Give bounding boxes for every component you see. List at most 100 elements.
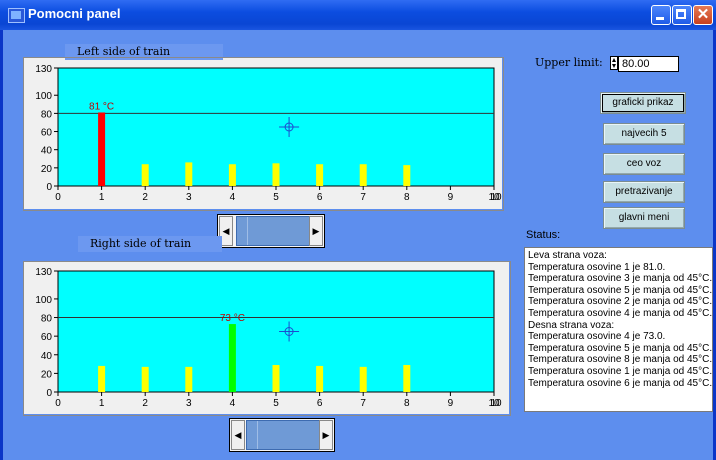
- y-tick-label: 100: [35, 295, 52, 306]
- upper-limit-input[interactable]: 80.00: [618, 56, 679, 72]
- status-line: Temperatura osovine 2 je manja od 45°C.: [528, 296, 713, 308]
- status-line: Temperatura osovine 5 je manja od 45°C.: [528, 284, 713, 296]
- status-line: Leva strana voza:: [528, 250, 607, 261]
- x-tick-label: 3: [186, 398, 192, 409]
- y-tick-label: 0: [46, 182, 52, 193]
- bar: [185, 366, 193, 392]
- x-tick-label: 8: [404, 192, 410, 203]
- x-end-label: 10: [490, 192, 502, 203]
- bar: [316, 164, 324, 186]
- y-tick-label: 0: [46, 388, 52, 399]
- crosshair-icon: [284, 122, 294, 132]
- status-line: Temperatura osovine 8 je manja od 45°C.: [528, 354, 713, 366]
- crosshair-icon: [284, 327, 294, 336]
- left-chart-scrollbar[interactable]: ◀ ▶: [217, 214, 325, 248]
- bar: [403, 365, 411, 392]
- close-button[interactable]: ✕: [693, 5, 713, 25]
- x-tick-label: 6: [317, 192, 323, 203]
- bar-value-label: 73 °C: [220, 313, 245, 324]
- x-tick-label: 1: [99, 398, 105, 409]
- x-tick-label: 2: [142, 398, 148, 409]
- x-tick-label: 9: [448, 192, 454, 203]
- maximize-icon: [676, 9, 686, 19]
- bar: [359, 366, 367, 392]
- x-tick-label: 9: [448, 398, 454, 409]
- scroll-left-arrow-icon[interactable]: ◀: [231, 420, 245, 450]
- status-line: Desna strana voza:: [528, 319, 615, 331]
- spin-up-icon[interactable]: [612, 58, 616, 62]
- x-tick-label: 1: [99, 192, 105, 203]
- bar: [185, 162, 193, 186]
- title-bar[interactable]: Pomocni panel ✕: [0, 0, 716, 30]
- x-tick-label: 0: [55, 192, 61, 203]
- bar: [272, 163, 280, 186]
- close-icon: ✕: [696, 6, 710, 23]
- x-tick-label: 10: [488, 192, 500, 203]
- x-tick-label: 3: [186, 192, 192, 203]
- bar: [228, 324, 236, 392]
- x-tick-label: 2: [142, 192, 148, 203]
- glavni-meni-button[interactable]: glavni meni: [603, 207, 685, 229]
- bar: [98, 112, 106, 186]
- scrollbar-thumb[interactable]: [236, 216, 314, 246]
- y-tick-label: 80: [41, 314, 53, 325]
- x-tick-label: 7: [360, 192, 366, 203]
- bar: [141, 366, 149, 392]
- y-tick-label: 130: [35, 64, 52, 75]
- ceo-voz-button[interactable]: ceo voz: [603, 153, 685, 175]
- y-tick-label: 100: [35, 91, 52, 102]
- status-line: Temperatura osovine 4 je 73.0.: [528, 331, 666, 343]
- status-label: Status:: [526, 229, 561, 241]
- x-tick-label: 5: [273, 192, 279, 203]
- x-tick-label: 4: [230, 398, 236, 409]
- scroll-right-arrow-icon[interactable]: ▶: [309, 216, 323, 246]
- x-tick-label: 6: [317, 398, 323, 409]
- status-line: Temperatura osovine 5 je manja od 45°C.: [528, 342, 713, 354]
- status-line: Temperatura osovine 3 je manja od 45°C.: [528, 273, 713, 285]
- upper-limit-spinner[interactable]: [610, 56, 618, 70]
- spin-down-icon[interactable]: [612, 64, 616, 68]
- najvecih-5-button[interactable]: najvecih 5: [603, 123, 685, 145]
- scrollbar-thumb[interactable]: [246, 420, 322, 450]
- window-title: Pomocni panel: [28, 6, 121, 21]
- x-tick-label: 0: [55, 398, 61, 409]
- x-tick-label: 5: [273, 398, 279, 409]
- y-tick-label: 80: [41, 109, 53, 120]
- scroll-right-arrow-icon[interactable]: ▶: [319, 420, 333, 450]
- status-line: Temperatura osovine 6 je manja od 45°C.: [528, 377, 713, 389]
- status-line: Temperatura osovine 4 je manja od 45°C.: [528, 307, 713, 319]
- y-tick-label: 60: [41, 332, 53, 343]
- minimize-icon: [656, 17, 664, 20]
- app-icon: [8, 8, 25, 23]
- y-tick-label: 60: [41, 128, 53, 139]
- y-tick-label: 20: [41, 369, 53, 380]
- x-tick-label: 10: [488, 398, 500, 409]
- maximize-button[interactable]: [672, 5, 692, 25]
- left-chart-label: Left side of train: [65, 44, 223, 60]
- x-tick-label: 8: [404, 398, 410, 409]
- y-tick-label: 40: [41, 146, 53, 157]
- right-chart-scrollbar[interactable]: ◀ ▶: [229, 418, 335, 452]
- bar: [228, 164, 236, 186]
- scroll-left-arrow-icon[interactable]: ◀: [219, 216, 233, 246]
- y-tick-label: 130: [35, 267, 52, 278]
- bar: [359, 164, 367, 186]
- x-end-label: 10: [490, 398, 502, 409]
- bar: [141, 164, 149, 186]
- graficki-prikaz-button[interactable]: graficki prikaz: [600, 92, 686, 114]
- x-tick-label: 7: [360, 398, 366, 409]
- status-line: Temperatura osovine 1 je 81.0.: [528, 261, 666, 273]
- bar: [316, 365, 324, 392]
- upper-limit-label: Upper limit:: [535, 56, 603, 69]
- right-chart-label: Right side of train: [78, 236, 222, 252]
- minimize-button[interactable]: [651, 5, 671, 25]
- status-box[interactable]: Leva strana voza: Temperatura osovine 1 …: [524, 247, 713, 412]
- status-line: Temperatura osovine 1 je manja od 45°C.: [528, 365, 713, 377]
- pretrazivanje-button[interactable]: pretrazivanje: [603, 181, 685, 203]
- bar: [272, 365, 280, 392]
- y-tick-label: 20: [41, 164, 53, 175]
- x-tick-label: 4: [230, 192, 236, 203]
